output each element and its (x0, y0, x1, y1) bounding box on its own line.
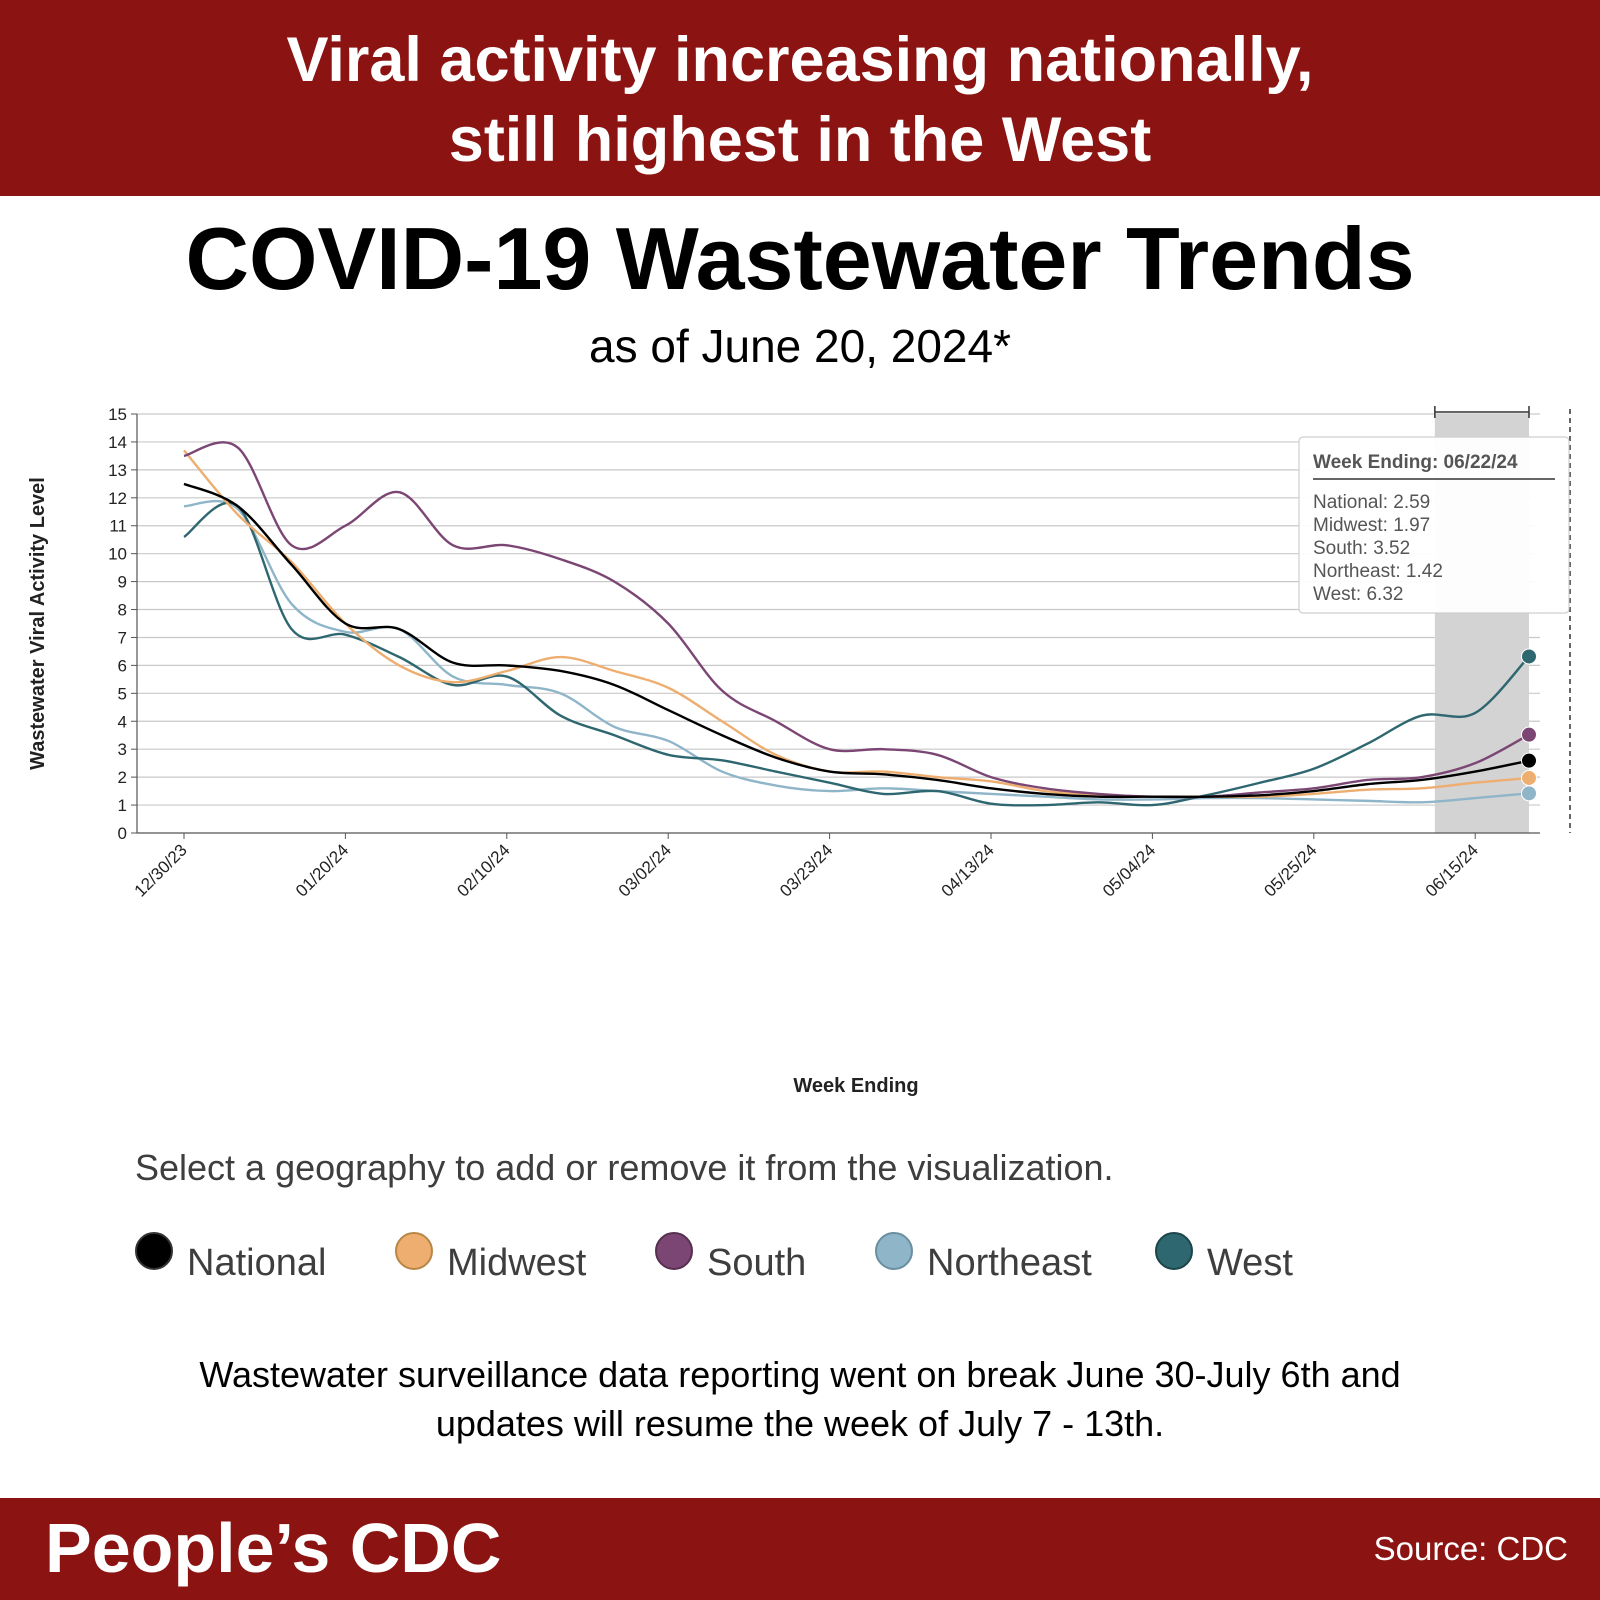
y-tick-label-6: 6 (118, 656, 127, 675)
y-tick-label-1: 1 (118, 796, 127, 815)
y-tick-label-8: 8 (118, 601, 127, 620)
x-tick-label-02-10-24: 02/10/24 (453, 840, 513, 900)
series-endpoint-south[interactable] (1521, 726, 1537, 743)
legend-dot-midwest (395, 1232, 433, 1270)
source-credit: Source: CDC (1373, 1530, 1568, 1567)
legend-dot-national (135, 1232, 173, 1270)
y-tick-label-3: 3 (118, 740, 127, 759)
x-tick-label-06-15-24: 06/15/24 (1422, 840, 1482, 900)
series-line-south[interactable] (183, 441, 1530, 799)
legend-label-south: South (707, 1242, 807, 1284)
note-line-1: Wastewater surveillance data reporting w… (199, 1354, 1401, 1395)
chart-subtitle: as of June 20, 2024* (589, 320, 1011, 372)
legend-dot-west (1155, 1232, 1193, 1270)
x-tick-label-05-25-24: 05/25/24 (1260, 840, 1320, 900)
tooltip-line: West: 6.32 (1313, 584, 1403, 605)
tooltip-line: South: 3.52 (1313, 538, 1410, 559)
note-line-2: updates will resume the week of July 7 -… (435, 1403, 1165, 1444)
brand-logo-text: People’s CDC (45, 1509, 502, 1587)
top-banner: Viral activity increasing nationally, st… (0, 0, 1600, 196)
bottom-banner: People’s CDC Source: CDC (0, 1498, 1600, 1600)
y-tick-label-13: 13 (108, 461, 127, 480)
y-tick-label-0: 0 (118, 824, 127, 843)
tooltip-line: Midwest: 1.97 (1313, 515, 1430, 536)
series-line-national[interactable] (183, 482, 1530, 799)
y-tick-label-4: 4 (118, 712, 127, 731)
x-tick-label-04-13-24: 04/13/24 (938, 840, 998, 900)
legend-label-midwest: Midwest (447, 1242, 587, 1284)
x-tick-label-12-30-23: 12/30/23 (131, 840, 191, 900)
tooltip-line: National: 2.59 (1313, 492, 1430, 513)
legend-label-national: National (187, 1242, 327, 1284)
legend-dot-northeast (875, 1232, 913, 1270)
y-tick-label-7: 7 (118, 628, 127, 647)
chart-series[interactable] (183, 441, 1537, 807)
x-tick-label-05-04-24: 05/04/24 (1099, 840, 1159, 900)
x-tick-label-03-23-24: 03/23/24 (776, 840, 836, 900)
legend-instruction: Select a geography to add or remove it f… (135, 1147, 1114, 1188)
y-tick-label-14: 14 (108, 433, 127, 452)
y-tick-label-11: 11 (109, 517, 127, 536)
chart-tooltip: Week Ending: 06/22/24 National: 2.59Midwe… (1298, 436, 1570, 614)
series-endpoint-northeast[interactable] (1521, 785, 1537, 802)
chart-title: COVID-19 Wastewater Trends (185, 209, 1415, 308)
x-tick-label-01-20-24: 01/20/24 (292, 840, 352, 900)
series-line-west[interactable] (183, 501, 1530, 807)
legend-label-west: West (1207, 1242, 1293, 1284)
banner-headline-line-1: Viral activity increasing nationally, (286, 25, 1314, 95)
y-tick-label-10: 10 (108, 545, 127, 564)
series-endpoint-national[interactable] (1521, 752, 1537, 769)
reporting-break-note: Wastewater surveillance data reporting w… (0, 1350, 1600, 1448)
x-axis-label: Week Ending (793, 1075, 918, 1097)
x-tick-label-03-02-24: 03/02/24 (615, 840, 675, 900)
y-tick-label-15: 15 (108, 405, 127, 424)
y-tick-label-12: 12 (108, 489, 127, 508)
tooltip-title: Week Ending: 06/22/24 (1313, 452, 1518, 473)
legend-dot-south (655, 1232, 693, 1270)
series-endpoint-west[interactable] (1521, 648, 1537, 665)
banner-headline-line-2: still highest in the West (448, 105, 1152, 175)
y-tick-label-9: 9 (118, 573, 127, 592)
y-axis-label: Wastewater Viral Activity Level (27, 477, 49, 770)
legend-label-northeast: Northeast (927, 1242, 1092, 1284)
series-endpoint-midwest[interactable] (1521, 769, 1537, 786)
y-tick-label-2: 2 (118, 768, 127, 787)
y-tick-label-5: 5 (118, 684, 127, 703)
tooltip-line: Northeast: 1.42 (1313, 561, 1443, 582)
tooltip-box (1298, 436, 1570, 614)
